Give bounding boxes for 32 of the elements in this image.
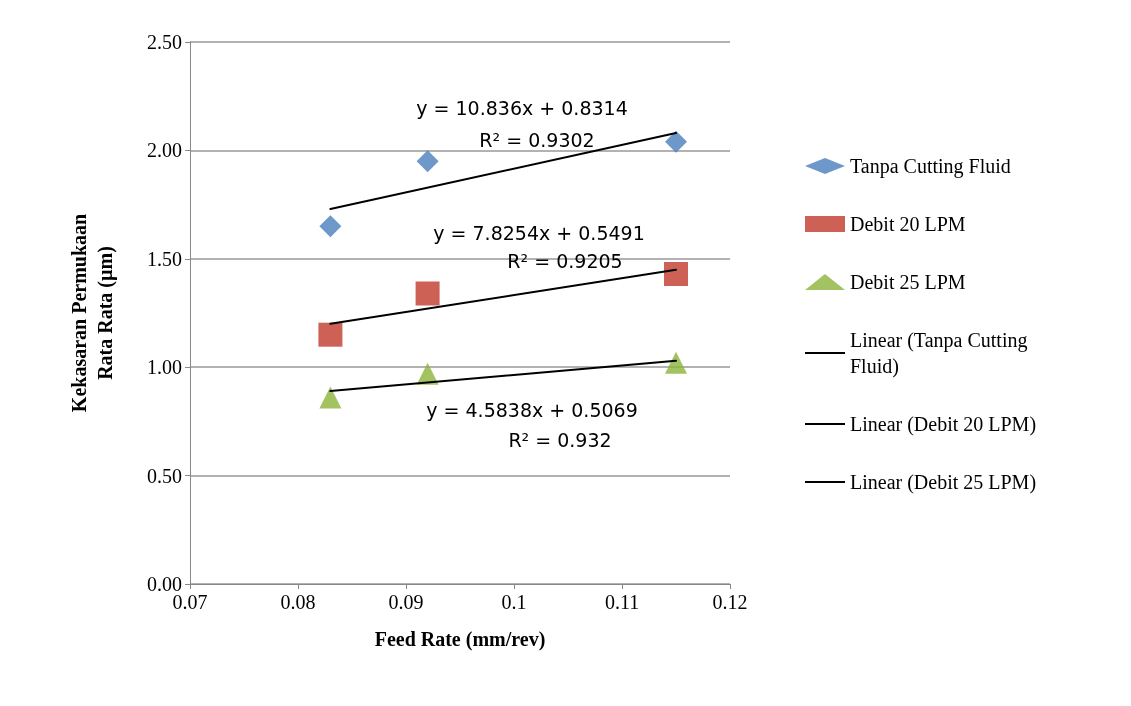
point xyxy=(319,386,342,409)
legend-label: Linear (Tanpa Cutting Fluid) xyxy=(850,329,1033,378)
point xyxy=(318,322,343,347)
y-tick-label: 0.50 xyxy=(147,464,182,487)
x-tick-label: 0.09 xyxy=(388,591,424,613)
legend-label: Linear (Debit 20 LPM) xyxy=(850,413,1037,436)
legend-label: Tanpa Cutting Fluid xyxy=(850,155,1011,178)
annotation: R² = 0.932 xyxy=(508,429,612,451)
y-tick-label: 1.00 xyxy=(147,356,182,379)
point xyxy=(415,281,440,306)
legend-label: Debit 25 LPM xyxy=(850,271,966,293)
x-tick-label: 0.12 xyxy=(712,591,748,613)
point xyxy=(665,351,687,374)
y-tick-label: 1.50 xyxy=(147,247,182,270)
point xyxy=(665,130,687,153)
y-axis-title: Kekasaran Permukaan Rata Rata (µm) xyxy=(68,213,117,413)
annotation: R² = 0.9205 xyxy=(507,250,623,272)
annotation: y = 4.5838x + 0.5069 xyxy=(426,399,638,421)
legend-label: Debit 20 LPM xyxy=(850,213,966,235)
x-axis-title: Feed Rate (mm/rev) xyxy=(374,628,546,651)
annotation: y = 10.836x + 0.8314 xyxy=(416,97,628,119)
point xyxy=(319,215,342,238)
annotation: y = 7.8254x + 0.5491 xyxy=(433,222,645,244)
annotation: R² = 0.9302 xyxy=(479,129,595,151)
legend-label: Linear (Debit 25 LPM) xyxy=(850,471,1037,494)
y-tick-label: 2.00 xyxy=(147,139,182,162)
y-tick-label: 2.50 xyxy=(147,31,182,53)
point xyxy=(416,150,439,173)
point xyxy=(664,261,688,286)
x-tick-label: 0.1 xyxy=(501,591,527,613)
x-tick-label: 0.08 xyxy=(280,591,316,613)
x-tick-label: 0.11 xyxy=(604,591,640,613)
